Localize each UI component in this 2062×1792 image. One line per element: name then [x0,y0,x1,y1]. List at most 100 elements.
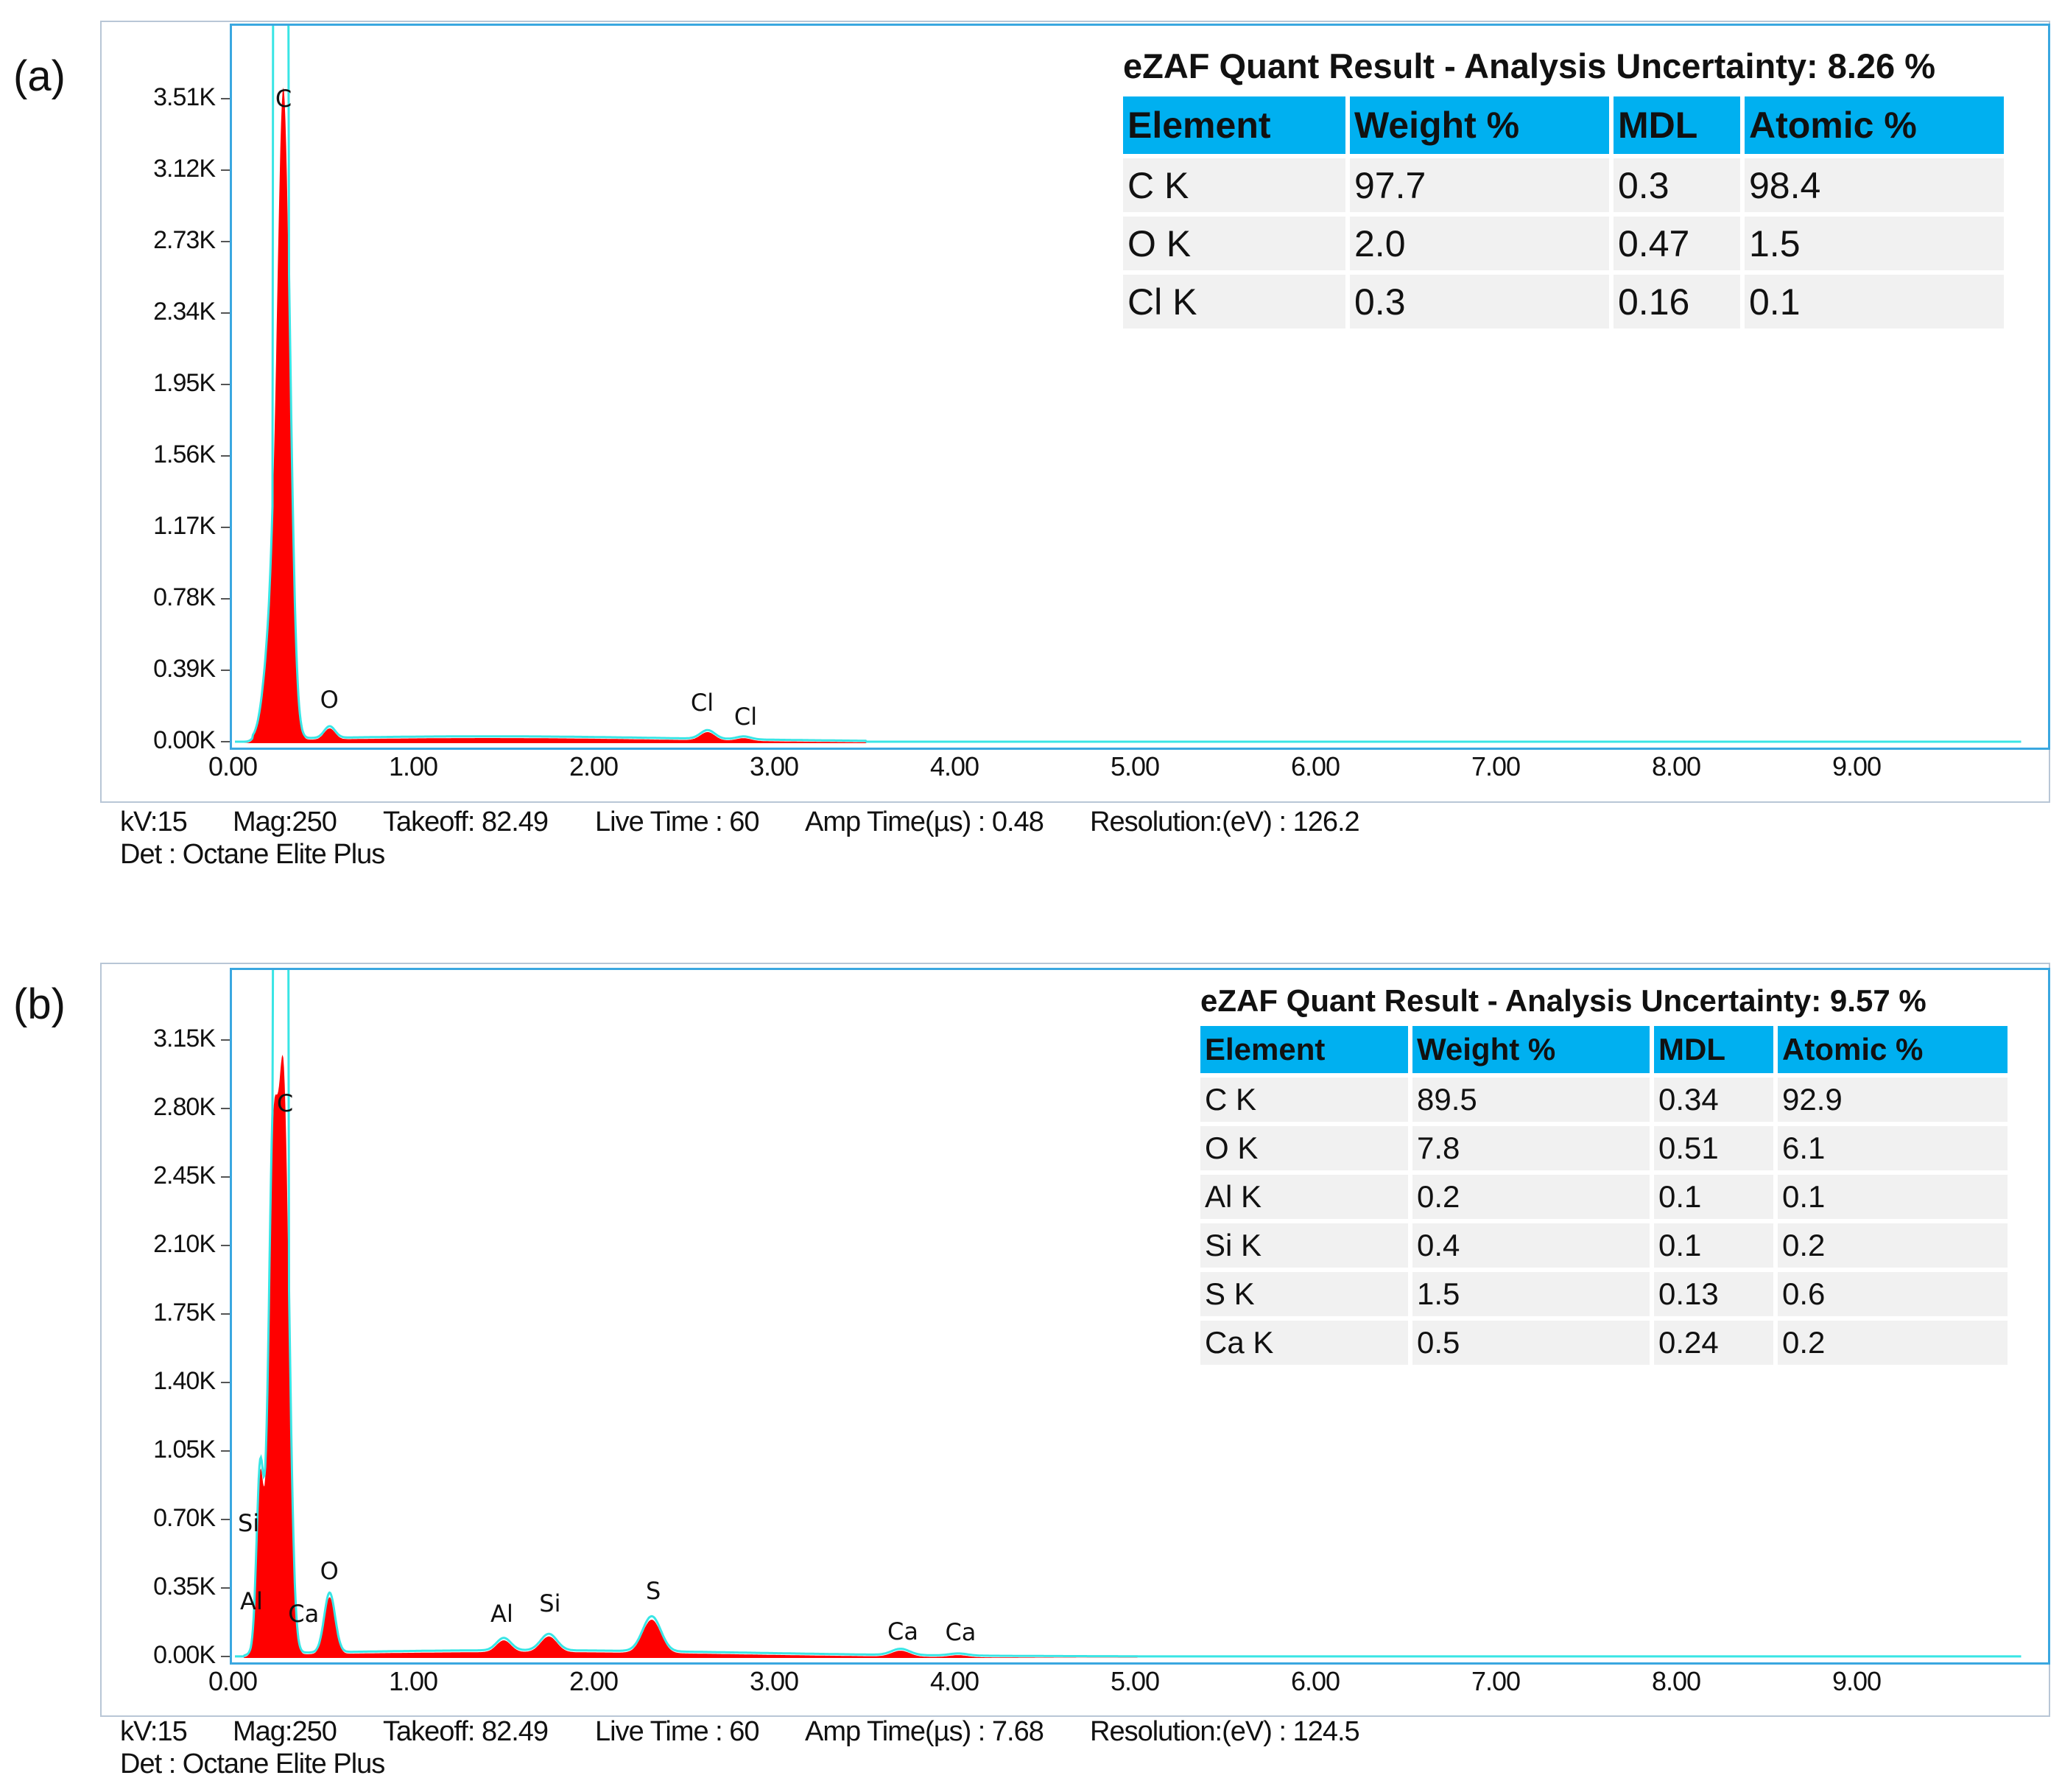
footer-takeoff: Takeoff: 82.49 [383,1716,549,1747]
y-tick-mark [221,98,230,99]
peak-label: S [645,1576,661,1605]
x-tick-label: 6.00 [1290,751,1340,781]
cell-element: C K [1123,154,1350,212]
x-tick-label: 4.00 [929,751,979,781]
cell-element: O K [1123,212,1350,270]
x-tick-label: 5.00 [1110,751,1160,781]
peak-label: O [320,686,339,714]
y-tick-label: 2.34K [153,298,216,326]
cell-mdl: 0.1 [1654,1170,1778,1219]
cell-element: S K [1200,1268,1412,1316]
x-tick-label: 2.00 [569,1666,619,1696]
y-tick-label: 1.05K [153,1436,216,1464]
x-tick-label: 9.00 [1831,751,1882,781]
footer-mag: Mag:250 [233,1716,337,1747]
panel-b-quant-title: eZAF Quant Result - Analysis Uncertainty… [1200,983,1926,1018]
y-tick-label: 1.95K [153,369,216,397]
cell-element: O K [1200,1122,1412,1170]
panel-b-quant-result: eZAF Quant Result - Analysis Uncertainty… [1200,983,2008,1365]
y-tick-label: 2.73K [153,226,216,254]
cell-mdl: 0.13 [1654,1268,1778,1316]
y-tick-label: 2.80K [153,1093,216,1121]
x-tick-label: 3.00 [749,1666,799,1696]
y-tick-label: 0.78K [153,583,216,611]
fit-line [235,970,2021,1658]
cell-atomic: 6.1 [1778,1122,2008,1170]
table-row: O K 2.0 0.47 1.5 [1123,212,2004,270]
cell-mdl: 0.24 [1654,1316,1778,1365]
footer-kv: kV:15 [120,1716,188,1747]
y-tick-mark [221,169,230,171]
footer-livetime: Live Time : 60 [595,1716,760,1747]
peak-label: Cl [733,703,758,731]
header-element: Element [1123,96,1350,154]
peak-label: Cl [690,688,714,717]
y-tick-mark [221,1245,230,1246]
footer-det: Det : Octane Elite Plus [120,839,385,870]
peak-label: Ca [288,1600,320,1628]
peak-label: C [276,1089,294,1117]
x-tick-label: 8.00 [1651,1666,1701,1696]
y-tick-mark [221,312,230,314]
cell-weight: 0.2 [1412,1170,1654,1219]
header-element: Element [1200,1026,1412,1073]
y-tick-mark [221,527,230,528]
y-tick-mark [221,741,230,742]
cell-mdl: 0.51 [1654,1122,1778,1170]
y-tick-mark [221,1108,230,1109]
cell-element: Ca K [1200,1316,1412,1365]
cell-mdl: 0.34 [1654,1073,1778,1122]
cell-element: Si K [1200,1219,1412,1268]
y-tick-mark [221,1450,230,1452]
panel-a-footer: kV:15 Mag:250 Takeoff: 82.49 Live Time :… [120,807,1593,880]
cell-mdl: 0.3 [1614,154,1745,212]
y-tick-mark [221,1587,230,1589]
y-tick-label: 1.40K [153,1367,216,1395]
header-weight: Weight % [1350,96,1614,154]
cell-mdl: 0.47 [1614,212,1745,270]
x-tick-label: 3.00 [749,751,799,781]
footer-amptime: Amp Time(µs) : 0.48 [805,807,1044,837]
header-weight: Weight % [1412,1026,1654,1073]
y-tick-mark [221,1176,230,1178]
table-row: C K 97.7 0.3 98.4 [1123,154,2004,212]
y-tick-mark [221,598,230,600]
header-mdl: MDL [1614,96,1745,154]
cell-atomic: 0.2 [1778,1219,2008,1268]
x-tick-label: 7.00 [1471,1666,1521,1696]
y-tick-label: 0.35K [153,1573,216,1600]
panel-a-quant-title: eZAF Quant Result - Analysis Uncertainty… [1123,46,1936,85]
cell-atomic: 1.5 [1745,212,2004,270]
panel-a-quant-table: Element Weight % MDL Atomic % C K 97.7 0… [1123,96,2004,328]
cell-weight: 0.5 [1412,1316,1654,1365]
table-row: Al K 0.2 0.1 0.1 [1200,1170,2008,1219]
footer-livetime: Live Time : 60 [595,807,760,837]
header-atomic: Atomic % [1778,1026,2008,1073]
panel-b-footer: kV:15 Mag:250 Takeoff: 82.49 Live Time :… [120,1716,1593,1790]
peak-label: Si [237,1508,260,1537]
footer-resolution: Resolution:(eV) : 126.2 [1090,807,1360,837]
cell-weight: 7.8 [1412,1122,1654,1170]
peak-label: Ca [945,1618,977,1647]
y-tick-mark [221,455,230,457]
peak-label: Al [490,1600,513,1628]
table-row: Cl K 0.3 0.16 0.1 [1123,270,2004,328]
y-tick-label: 0.00K [153,1641,216,1669]
footer-mag: Mag:250 [233,807,337,837]
table-row: S K 1.5 0.13 0.6 [1200,1268,2008,1316]
cell-weight: 97.7 [1350,154,1614,212]
table-row: O K 7.8 0.51 6.1 [1200,1122,2008,1170]
y-tick-label: 0.00K [153,726,216,754]
table-row: C K 89.5 0.34 92.9 [1200,1073,2008,1122]
y-tick-label: 2.45K [153,1162,216,1190]
y-tick-label: 1.17K [153,512,216,540]
footer-amptime: Amp Time(µs) : 7.68 [805,1716,1044,1747]
footer-kv: kV:15 [120,807,188,837]
y-tick-mark [221,1039,230,1041]
x-tick-label: 9.00 [1831,1666,1882,1696]
cell-atomic: 0.1 [1745,270,2004,328]
peak-label: C [275,85,292,113]
cell-weight: 0.4 [1412,1219,1654,1268]
y-tick-label: 0.70K [153,1504,216,1532]
y-tick-mark [221,1313,230,1315]
